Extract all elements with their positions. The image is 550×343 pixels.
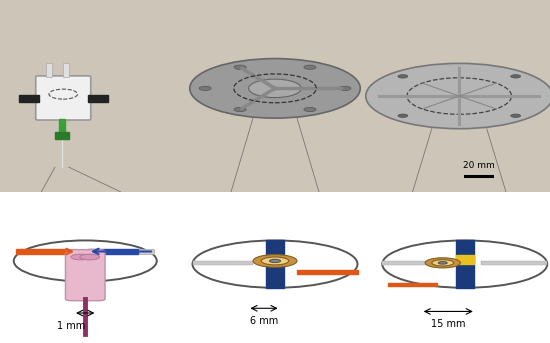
Circle shape: [304, 107, 316, 111]
Bar: [456, 240, 474, 288]
Bar: [266, 240, 284, 288]
Text: 6 mm: 6 mm: [250, 316, 278, 326]
Circle shape: [425, 258, 460, 268]
Circle shape: [398, 114, 408, 117]
Circle shape: [71, 254, 91, 260]
Bar: [46, 63, 52, 77]
Circle shape: [199, 86, 211, 91]
Text: 15 mm: 15 mm: [431, 319, 465, 329]
Circle shape: [511, 114, 521, 117]
Circle shape: [270, 259, 280, 262]
Circle shape: [249, 79, 301, 97]
Text: 1 mm: 1 mm: [57, 321, 86, 331]
FancyBboxPatch shape: [36, 76, 91, 120]
Bar: [16, 249, 154, 254]
Bar: [481, 261, 547, 265]
Bar: [388, 283, 437, 286]
Bar: [382, 261, 448, 265]
Bar: [297, 270, 358, 274]
Bar: [59, 119, 65, 132]
Circle shape: [253, 255, 297, 267]
Circle shape: [190, 59, 360, 118]
Circle shape: [511, 75, 521, 78]
Bar: [88, 95, 108, 102]
Bar: [63, 63, 69, 77]
Text: 20 mm: 20 mm: [463, 161, 494, 170]
Circle shape: [234, 65, 246, 69]
Circle shape: [438, 262, 447, 264]
Bar: [55, 132, 69, 139]
Circle shape: [80, 254, 100, 260]
Circle shape: [398, 75, 408, 78]
FancyBboxPatch shape: [65, 250, 105, 301]
Bar: [19, 95, 39, 102]
Circle shape: [304, 65, 316, 69]
Bar: [192, 261, 253, 265]
Bar: [456, 256, 474, 264]
Bar: [16, 249, 66, 254]
Circle shape: [234, 107, 246, 111]
Bar: [88, 249, 138, 254]
Circle shape: [261, 257, 289, 265]
Circle shape: [339, 86, 351, 91]
Bar: [266, 256, 284, 264]
Circle shape: [432, 260, 454, 266]
Circle shape: [366, 63, 550, 129]
